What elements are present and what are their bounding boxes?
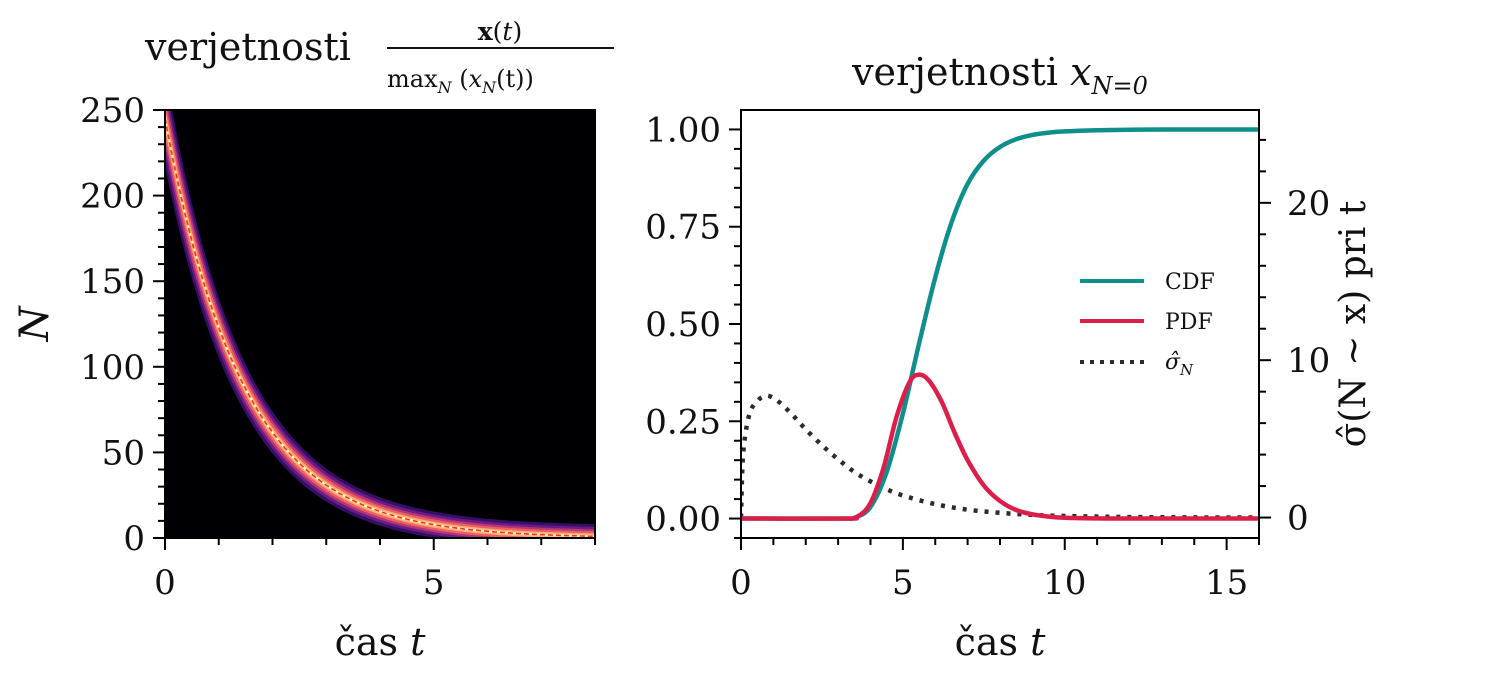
line-y-tick-label: 1.00 <box>645 110 721 150</box>
heatmap-y-tick-label: 100 <box>80 348 145 388</box>
heatmap-title-numerator: x(t) <box>478 17 522 46</box>
line-y-right-label: σ̂(N ∼ x) pri t <box>1333 200 1374 447</box>
legend-item-sigma: σ̂N <box>1080 350 1194 379</box>
line-x-axis: 0 5 10 15 <box>730 538 1260 603</box>
legend-label-pdf: PDF <box>1165 310 1213 335</box>
line-y-axis-left: 0.00 0.25 0.50 0.75 1.00 <box>645 110 741 540</box>
heatmap-band-layer <box>165 114 595 538</box>
heatmap-x-tick-label: 5 <box>423 563 445 603</box>
line-x-tick-label: 15 <box>1205 563 1248 603</box>
heatmap-y-tick-label: 50 <box>102 433 145 473</box>
line-y-right-tick-label: 20 <box>1287 184 1330 224</box>
series-line-cdf <box>741 127 1259 522</box>
heatmap-y-tick-label: 150 <box>80 262 145 302</box>
heatmap-x-tick-label: 0 <box>154 563 176 603</box>
series-line-pdf <box>741 372 1259 521</box>
line-y-axis-right: 0 10 20 <box>1259 138 1330 539</box>
heatmap-band <box>165 110 595 538</box>
line-x-tick-label: 5 <box>892 563 914 603</box>
heatmap-y-label: N <box>12 305 58 343</box>
heatmap-overlay-curve <box>165 118 593 538</box>
line-y-tick-label: 0.75 <box>645 208 721 248</box>
legend-item-pdf: PDF <box>1080 310 1213 335</box>
line-y-right-tick-label: 10 <box>1287 341 1330 381</box>
line-y-tick-label: 0.50 <box>645 305 721 345</box>
legend-label-cdf: CDF <box>1165 270 1215 295</box>
line-panel: verjetnosti xN=0 0 5 10 15 0.00 0.25 0.50 0.75… <box>645 50 1374 664</box>
line-x-label: čas t <box>955 620 1047 664</box>
line-plot-area <box>741 110 1259 538</box>
heatmap-y-tick-label: 200 <box>80 177 145 217</box>
heatmap-y-axis: 0 50 100 150 200 250 <box>80 91 165 559</box>
line-x-tick-label: 0 <box>730 563 752 603</box>
line-y-tick-label: 0.25 <box>645 402 721 442</box>
legend-item-cdf: CDF <box>1080 270 1215 295</box>
legend-label-sigma: σ̂N <box>1165 350 1194 379</box>
heatmap-title-denominator: maxN (xN(t)) <box>387 65 534 97</box>
heatmap-title-fraction: x(t) maxN (xN(t)) <box>387 17 614 97</box>
heatmap-y-tick-label: 250 <box>80 91 145 131</box>
line-x-tick-label: 10 <box>1043 563 1086 603</box>
line-y-right-tick-label: 0 <box>1287 499 1309 539</box>
legend: CDF PDF σ̂N <box>1080 270 1215 379</box>
line-series-group <box>741 127 1259 522</box>
heatmap-title-prefix: verjetnosti <box>144 25 351 69</box>
heatmap-x-label: čas t <box>335 620 427 664</box>
heatmap-y-tick-label: 0 <box>123 519 145 559</box>
heatmap-background <box>165 110 595 538</box>
line-y-tick-label: 0.00 <box>645 500 721 540</box>
line-title: verjetnosti xN=0 <box>851 50 1148 100</box>
